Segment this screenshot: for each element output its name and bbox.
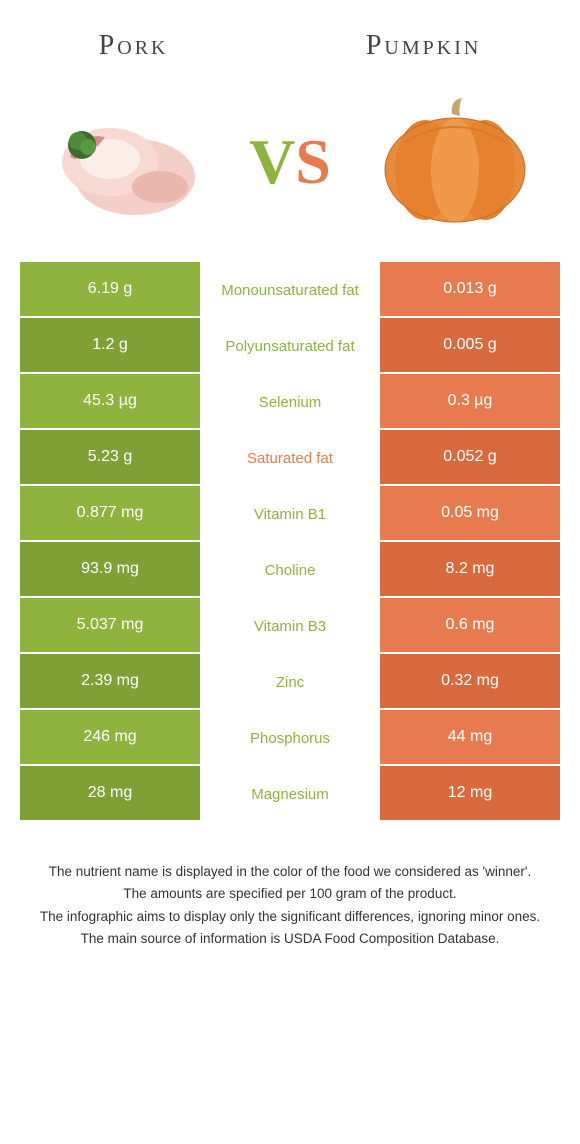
left-food-title: Pork (99, 30, 169, 62)
left-value: 6.19 g (20, 262, 200, 318)
vs-s: S (295, 125, 331, 199)
nutrient-label: Phosphorus (200, 710, 380, 766)
table-row: 93.9 mgCholine8.2 mg (20, 542, 560, 598)
nutrient-label: Vitamin B1 (200, 486, 380, 542)
vs-label: VS (249, 125, 331, 199)
table-row: 28 mgMagnesium12 mg (20, 766, 560, 822)
header: Pork Pumpkin (0, 0, 580, 72)
right-value: 12 mg (380, 766, 560, 822)
left-value: 2.39 mg (20, 654, 200, 710)
table-row: 1.2 gPolyunsaturated fat0.005 g (20, 318, 560, 374)
right-value: 0.32 mg (380, 654, 560, 710)
footer-line: The amounts are specified per 100 gram o… (30, 884, 550, 904)
footer-notes: The nutrient name is displayed in the co… (30, 862, 550, 949)
table-row: 5.23 gSaturated fat0.052 g (20, 430, 560, 486)
right-value: 8.2 mg (380, 542, 560, 598)
left-value: 5.23 g (20, 430, 200, 486)
right-value: 0.6 mg (380, 598, 560, 654)
nutrient-label: Saturated fat (200, 430, 380, 486)
images-row: VS (0, 72, 580, 262)
footer-line: The main source of information is USDA F… (30, 929, 550, 949)
right-value: 0.005 g (380, 318, 560, 374)
left-value: 93.9 mg (20, 542, 200, 598)
left-value: 246 mg (20, 710, 200, 766)
table-row: 0.877 mgVitamin B10.05 mg (20, 486, 560, 542)
right-value: 44 mg (380, 710, 560, 766)
table-row: 2.39 mgZinc0.32 mg (20, 654, 560, 710)
left-value: 1.2 g (20, 318, 200, 374)
nutrient-label: Magnesium (200, 766, 380, 822)
nutrient-label: Vitamin B3 (200, 598, 380, 654)
right-value: 0.013 g (380, 262, 560, 318)
nutrient-label: Zinc (200, 654, 380, 710)
right-food-title: Pumpkin (366, 30, 481, 62)
vs-v: V (249, 125, 295, 199)
nutrient-label: Selenium (200, 374, 380, 430)
footer-line: The nutrient name is displayed in the co… (30, 862, 550, 882)
table-row: 45.3 µgSelenium0.3 µg (20, 374, 560, 430)
left-value: 45.3 µg (20, 374, 200, 430)
left-value: 5.037 mg (20, 598, 200, 654)
left-value: 0.877 mg (20, 486, 200, 542)
left-value: 28 mg (20, 766, 200, 822)
nutrient-table: 6.19 gMonounsaturated fat0.013 g1.2 gPol… (20, 262, 560, 822)
pumpkin-image (370, 92, 540, 232)
nutrient-label: Polyunsaturated fat (200, 318, 380, 374)
footer-line: The infographic aims to display only the… (30, 907, 550, 927)
nutrient-label: Monounsaturated fat (200, 262, 380, 318)
right-value: 0.05 mg (380, 486, 560, 542)
table-row: 5.037 mgVitamin B30.6 mg (20, 598, 560, 654)
table-row: 246 mgPhosphorus44 mg (20, 710, 560, 766)
table-row: 6.19 gMonounsaturated fat0.013 g (20, 262, 560, 318)
right-value: 0.052 g (380, 430, 560, 486)
right-value: 0.3 µg (380, 374, 560, 430)
nutrient-label: Choline (200, 542, 380, 598)
pork-image (40, 92, 210, 232)
